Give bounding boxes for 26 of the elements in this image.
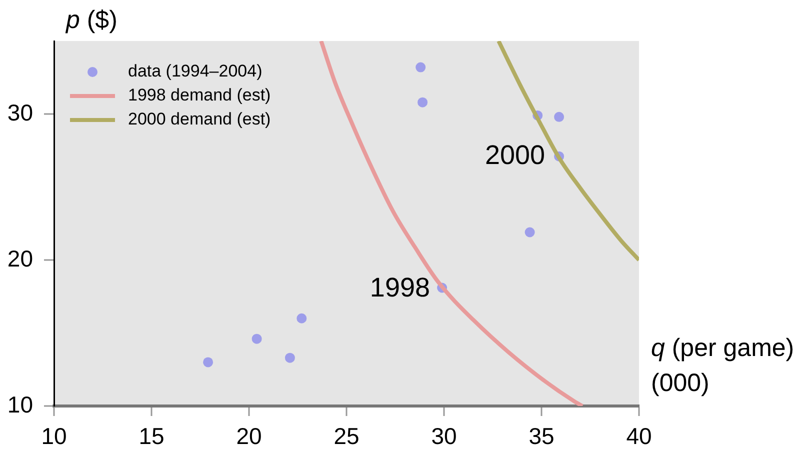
y-tick-label: 30 [7,99,33,126]
y-tick-label: 20 [7,245,33,272]
point [296,313,307,324]
line-series [319,41,584,406]
x-tick-label: 15 [138,423,164,450]
legend-label: 2000 demand (est) [128,110,271,129]
point [418,97,428,108]
x-tick-label: 40 [626,423,652,450]
x-tick-label: 20 [236,423,262,450]
legend-label: data (1994–2004) [128,62,262,81]
x-tick-label: 35 [528,423,554,450]
y-axis-title: p ($) [66,4,118,36]
annotation: 1998 [370,272,430,303]
x-tick-label: 30 [431,423,457,450]
point [203,357,214,368]
point [554,112,564,122]
x-axis-title: q (per game) (000) [651,333,796,399]
annotation: 2000 [484,140,546,170]
point [252,334,262,344]
x-tick-label: 10 [41,423,67,450]
point [284,352,295,363]
point [524,227,535,238]
x-tick-label: 25 [334,423,360,450]
legend-label: 1998 demand (est) [128,86,271,105]
point [416,62,426,72]
y-tick-label: 10 [7,391,33,418]
